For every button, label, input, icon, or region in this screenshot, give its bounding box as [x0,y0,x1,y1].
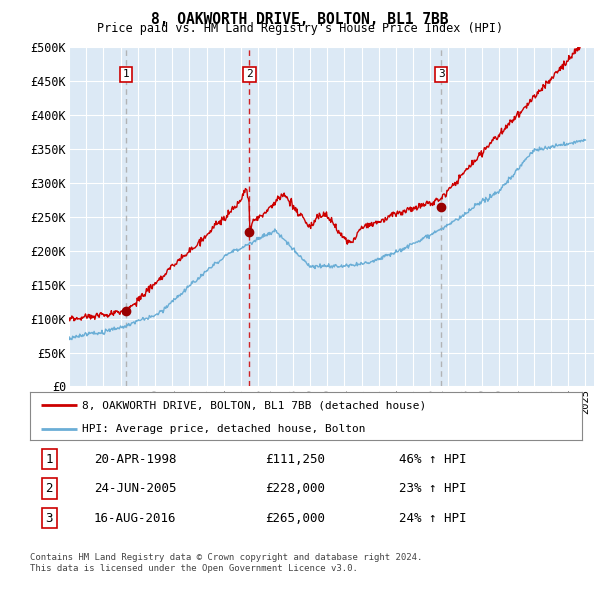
Text: £111,250: £111,250 [265,453,325,466]
Text: 20-APR-1998: 20-APR-1998 [94,453,176,466]
Text: 3: 3 [438,70,445,79]
Text: Price paid vs. HM Land Registry's House Price Index (HPI): Price paid vs. HM Land Registry's House … [97,22,503,35]
Text: £265,000: £265,000 [265,512,325,525]
Text: 23% ↑ HPI: 23% ↑ HPI [399,482,467,495]
Text: 8, OAKWORTH DRIVE, BOLTON, BL1 7BB: 8, OAKWORTH DRIVE, BOLTON, BL1 7BB [151,12,449,27]
Text: 1: 1 [46,453,53,466]
Text: 24% ↑ HPI: 24% ↑ HPI [399,512,467,525]
Text: 8, OAKWORTH DRIVE, BOLTON, BL1 7BB (detached house): 8, OAKWORTH DRIVE, BOLTON, BL1 7BB (deta… [82,400,427,410]
Text: HPI: Average price, detached house, Bolton: HPI: Average price, detached house, Bolt… [82,424,366,434]
Text: 2: 2 [46,482,53,495]
Text: 16-AUG-2016: 16-AUG-2016 [94,512,176,525]
Text: 24-JUN-2005: 24-JUN-2005 [94,482,176,495]
Text: £228,000: £228,000 [265,482,325,495]
Text: 2: 2 [246,70,253,79]
Text: 46% ↑ HPI: 46% ↑ HPI [399,453,467,466]
Text: 3: 3 [46,512,53,525]
Text: 1: 1 [122,70,129,79]
Text: Contains HM Land Registry data © Crown copyright and database right 2024.
This d: Contains HM Land Registry data © Crown c… [30,553,422,573]
